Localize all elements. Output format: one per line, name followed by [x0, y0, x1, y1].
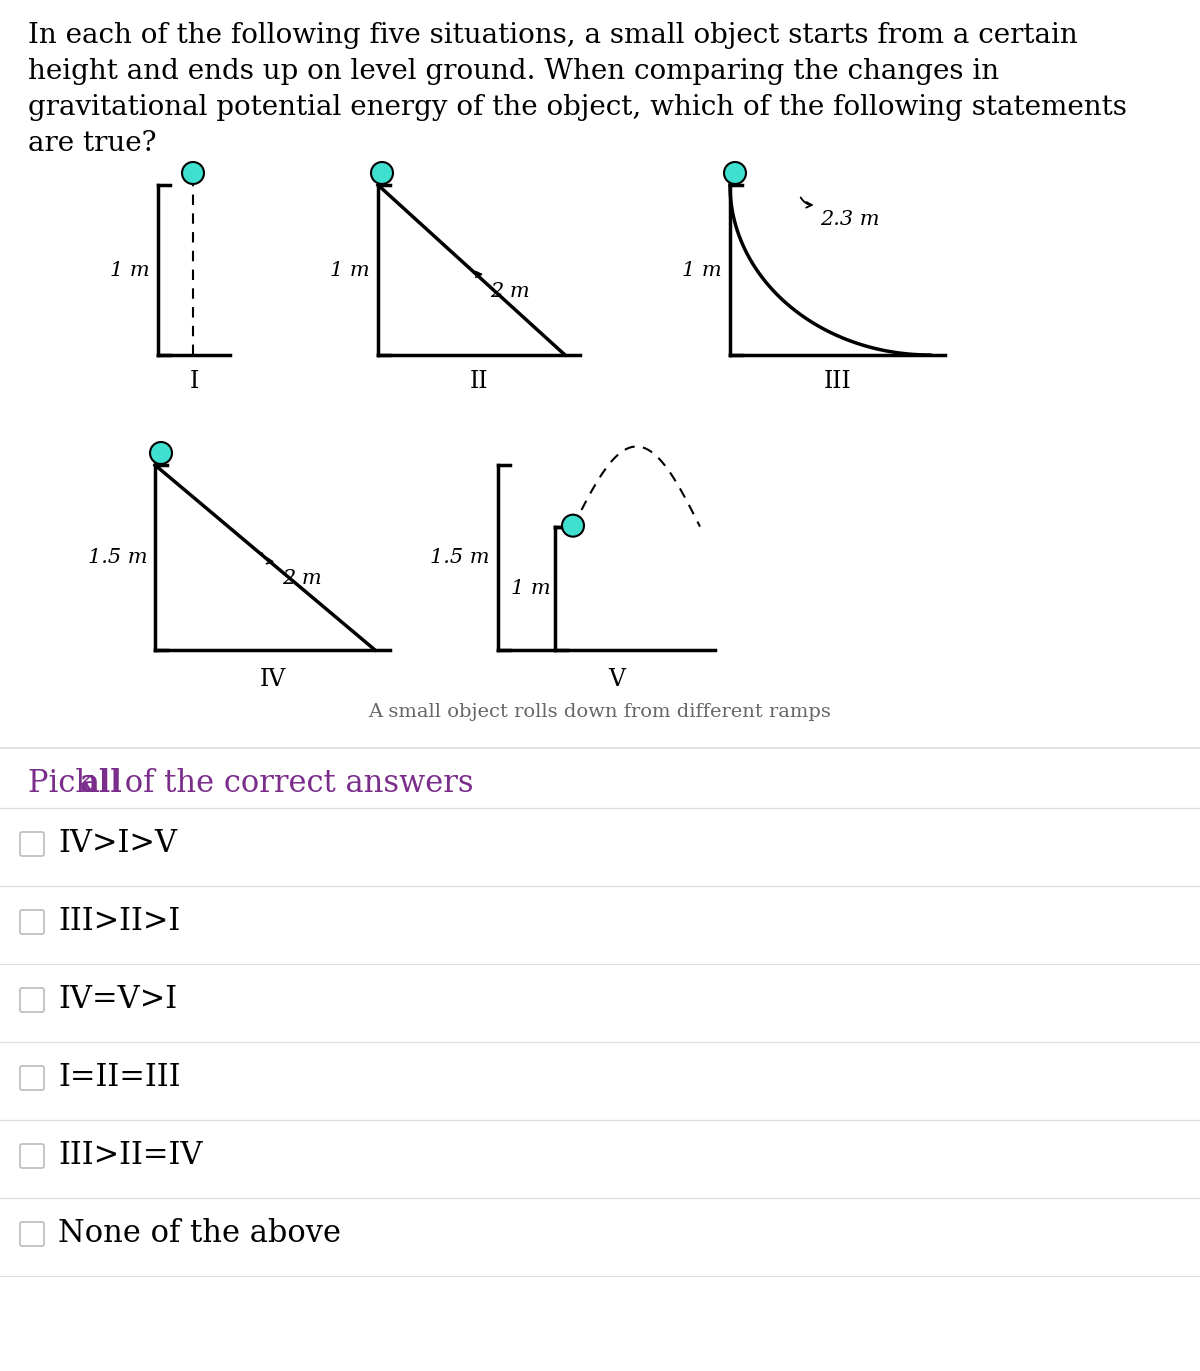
- Text: 1 m: 1 m: [110, 260, 150, 280]
- Text: all: all: [80, 768, 122, 799]
- Text: IV: IV: [259, 668, 286, 691]
- FancyBboxPatch shape: [20, 1067, 44, 1090]
- FancyBboxPatch shape: [20, 988, 44, 1012]
- Text: gravitational potential energy of the object, which of the following statements: gravitational potential energy of the ob…: [28, 95, 1127, 121]
- Text: III>II>I: III>II>I: [58, 906, 180, 938]
- Circle shape: [371, 162, 394, 184]
- Text: V: V: [608, 668, 625, 691]
- Circle shape: [562, 514, 584, 536]
- Text: Pick: Pick: [28, 768, 103, 799]
- Circle shape: [150, 441, 172, 463]
- Text: I: I: [190, 370, 199, 393]
- FancyBboxPatch shape: [20, 1143, 44, 1168]
- Text: are true?: are true?: [28, 130, 156, 158]
- Text: A small object rolls down from different ramps: A small object rolls down from different…: [368, 703, 832, 721]
- Circle shape: [182, 162, 204, 184]
- Text: None of the above: None of the above: [58, 1219, 341, 1249]
- Text: of the correct answers: of the correct answers: [115, 768, 474, 799]
- Text: 2 m: 2 m: [490, 282, 529, 302]
- Text: 1 m: 1 m: [683, 260, 722, 280]
- FancyBboxPatch shape: [20, 910, 44, 934]
- Text: 1 m: 1 m: [330, 260, 370, 280]
- Text: I=II=III: I=II=III: [58, 1063, 180, 1094]
- Text: 2.3 m: 2.3 m: [820, 210, 880, 229]
- Text: IV=V>I: IV=V>I: [58, 984, 178, 1016]
- Text: IV>I>V: IV>I>V: [58, 828, 178, 860]
- Circle shape: [724, 162, 746, 184]
- Text: 1 m: 1 m: [511, 579, 551, 598]
- FancyBboxPatch shape: [20, 1222, 44, 1246]
- Text: 1.5 m: 1.5 m: [88, 548, 148, 568]
- FancyBboxPatch shape: [20, 832, 44, 856]
- Text: II: II: [469, 370, 488, 393]
- Text: III>II=IV: III>II=IV: [58, 1141, 203, 1171]
- Text: III: III: [823, 370, 851, 393]
- Text: 1.5 m: 1.5 m: [431, 548, 490, 568]
- Text: 2 m: 2 m: [282, 569, 322, 588]
- Text: height and ends up on level ground. When comparing the changes in: height and ends up on level ground. When…: [28, 58, 1000, 85]
- Text: In each of the following five situations, a small object starts from a certain: In each of the following five situations…: [28, 22, 1078, 49]
